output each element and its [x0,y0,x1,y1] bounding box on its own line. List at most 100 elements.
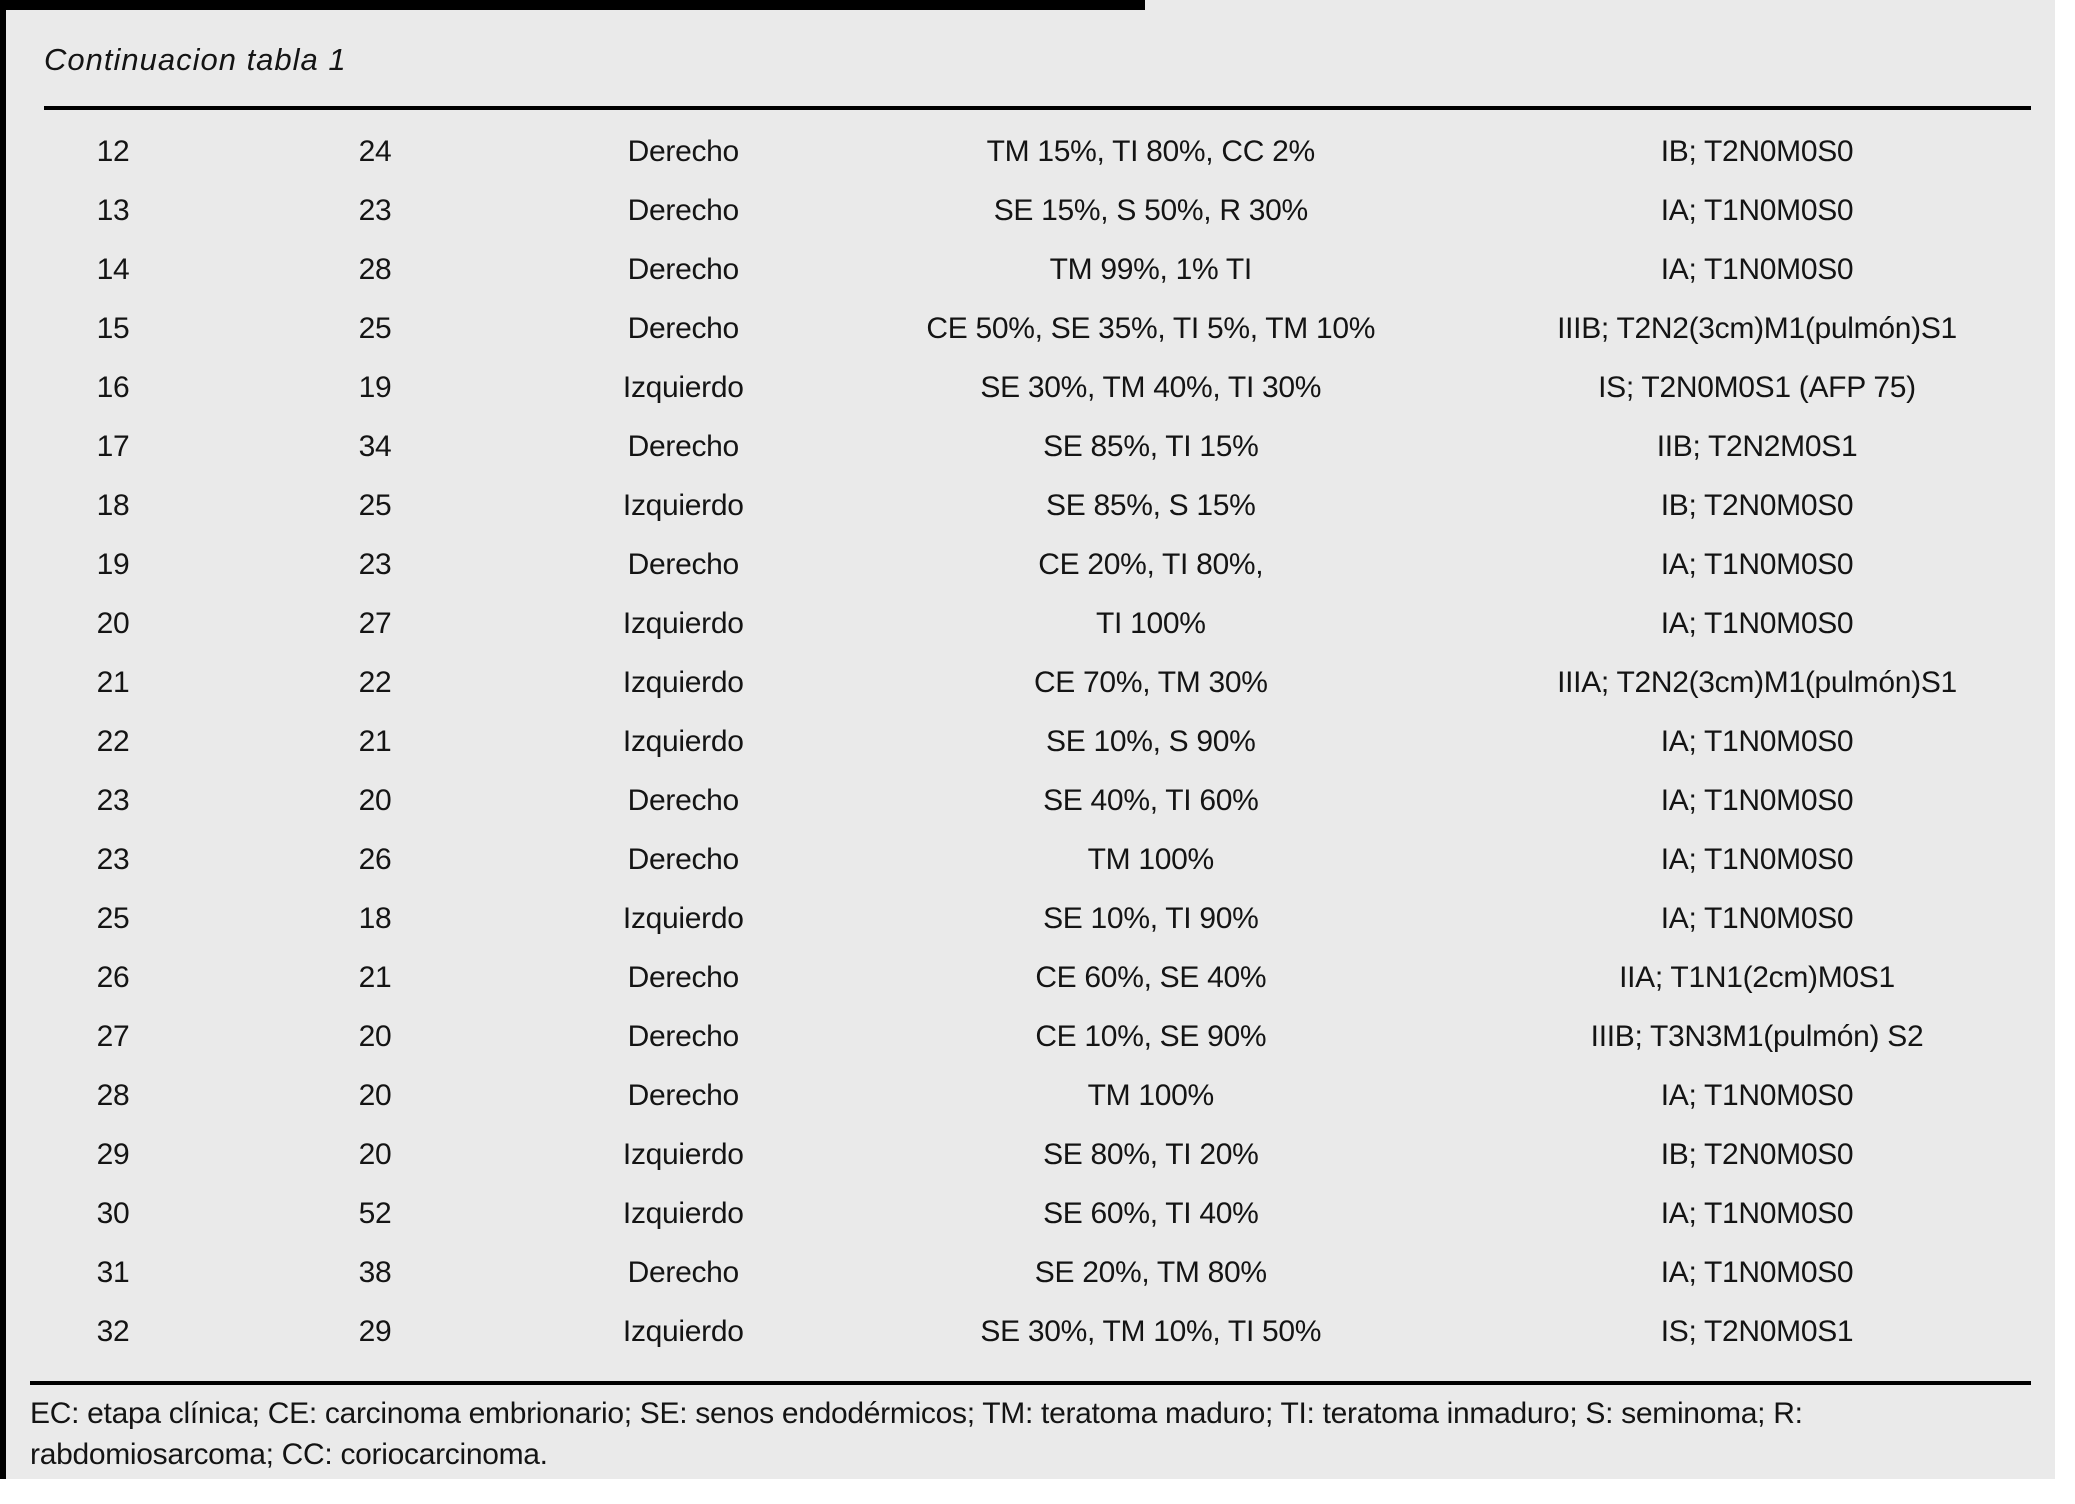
cell-clinical-stage: IA; T1N0M0S0 [1660,901,1854,935]
scan-artifact-left-bar [0,0,6,1479]
cell-case-number: 31 [96,1255,130,1289]
table-row: 16 19 Izquierdo SE 30%, TM 40%, TI 30% IS; T… [0,358,2055,417]
cell-side: Derecho [627,1019,740,1053]
cell-histology: SE 80%, TI 20% [1043,1137,1259,1171]
cell-age: 25 [358,311,392,345]
cell-age: 22 [358,665,392,699]
cell-clinical-stage: IB; T2N0M0S0 [1660,488,1854,522]
cell-case-number: 14 [96,252,130,286]
cell-case-number: 26 [96,960,130,994]
cell-age: 27 [358,606,392,640]
cell-clinical-stage: IIIA; T2N2(3cm)M1(pulmón)S1 [1557,665,1957,699]
cell-histology: SE 85%, S 15% [1046,488,1256,522]
cell-case-number: 28 [96,1078,130,1112]
cell-histology: TM 100% [1087,1078,1215,1112]
cell-clinical-stage: IB; T2N0M0S0 [1660,134,1854,168]
cell-clinical-stage: IA; T1N0M0S0 [1660,547,1854,581]
scanned-page: Continuacion tabla 1 12 24 Derecho TM 15%, … [0,0,2055,1479]
table-row: 17 34 Derecho SE 85%, TI 15% IIB; T2N2M0S1 [0,417,2055,476]
cell-histology: SE 60%, TI 40% [1043,1196,1259,1230]
cell-histology: SE 15%, S 50%, R 30% [993,193,1308,227]
cell-age: 21 [358,724,392,758]
cell-histology: CE 50%, SE 35%, TI 5%, TM 10% [926,311,1376,345]
cell-age: 20 [358,1019,392,1053]
cell-case-number: 16 [96,370,130,404]
cell-side: Derecho [627,1078,740,1112]
cell-side: Izquierdo [622,1196,744,1230]
cell-age: 23 [358,193,392,227]
cell-side: Izquierdo [622,1137,744,1171]
cell-case-number: 13 [96,193,130,227]
table-row: 21 22 Izquierdo CE 70%, TM 30% IIIA; T2N2(3c… [0,653,2055,712]
cell-histology: SE 30%, TM 10%, TI 50% [980,1314,1322,1348]
table-row: 14 28 Derecho TM 99%, 1% TI IA; T1N0M0S0 [0,240,2055,299]
cell-histology: SE 10%, S 90% [1046,724,1256,758]
table-row: 20 27 Izquierdo TI 100% IA; T1N0M0S0 [0,594,2055,653]
cell-case-number: 18 [96,488,130,522]
cell-side: Derecho [627,193,740,227]
cell-clinical-stage: IA; T1N0M0S0 [1660,783,1854,817]
cell-histology: TI 100% [1095,606,1206,640]
cell-case-number: 23 [96,783,130,817]
cell-histology: SE 30%, TM 40%, TI 30% [980,370,1322,404]
cell-histology: TM 99%, 1% TI [1049,252,1253,286]
table-row: 18 25 Izquierdo SE 85%, S 15% IB; T2N0M0S0 [0,476,2055,535]
cell-histology: CE 70%, TM 30% [1033,665,1268,699]
cell-clinical-stage: IS; T2N0M0S1 [1660,1314,1854,1348]
cell-histology: TM 15%, TI 80%, CC 2% [986,134,1316,168]
cell-case-number: 32 [96,1314,130,1348]
cell-age: 18 [358,901,392,935]
cell-age: 52 [358,1196,392,1230]
cell-case-number: 19 [96,547,130,581]
cell-clinical-stage: IA; T1N0M0S0 [1660,252,1854,286]
cell-age: 29 [358,1314,392,1348]
cell-case-number: 20 [96,606,130,640]
table-row: 13 23 Derecho SE 15%, S 50%, R 30% IA; T1N0M… [0,181,2055,240]
cell-side: Derecho [627,547,740,581]
cell-case-number: 12 [96,134,130,168]
cell-side: Derecho [627,842,740,876]
cell-case-number: 29 [96,1137,130,1171]
table-row: 15 25 Derecho CE 50%, SE 35%, TI 5%, TM 10%… [0,299,2055,358]
cell-side: Izquierdo [622,488,744,522]
cell-clinical-stage: IIB; T2N2M0S1 [1656,429,1858,463]
cell-side: Derecho [627,1255,740,1289]
cell-age: 26 [358,842,392,876]
cell-side: Izquierdo [622,1314,744,1348]
cell-age: 20 [358,783,392,817]
table-row: 22 21 Izquierdo SE 10%, S 90% IA; T1N0M0S0 [0,712,2055,771]
cell-case-number: 22 [96,724,130,758]
table-row: 23 26 Derecho TM 100% IA; T1N0M0S0 [0,830,2055,889]
table-row: 26 21 Derecho CE 60%, SE 40% IIA; T1N1(2cm)M… [0,948,2055,1007]
cell-case-number: 21 [96,665,130,699]
table-continuation-title: Continuacion tabla 1 [44,42,347,77]
cell-side: Derecho [627,960,740,994]
cell-clinical-stage: IIA; T1N1(2cm)M0S1 [1619,960,1895,994]
table-row: 31 38 Derecho SE 20%, TM 80% IA; T1N0M0S0 [0,1243,2055,1302]
cell-side: Izquierdo [622,665,744,699]
cell-case-number: 17 [96,429,130,463]
cell-histology: TM 100% [1087,842,1215,876]
cell-side: Derecho [627,783,740,817]
table-row: 32 29 Izquierdo SE 30%, TM 10%, TI 50% IS; T… [0,1302,2055,1361]
cell-age: 21 [358,960,392,994]
cell-histology: SE 10%, TI 90% [1043,901,1259,935]
table-row: 27 20 Derecho CE 10%, SE 90% IIIB; T3N3M1(pu… [0,1007,2055,1066]
abbreviations-footnote: EC: etapa clínica; CE: carcinoma embrion… [30,1397,1803,1471]
cell-side: Izquierdo [622,901,744,935]
patients-table-body: 12 24 Derecho TM 15%, TI 80%, CC 2% IB; T2N0… [0,122,2055,1361]
table-row: 23 20 Derecho SE 40%, TI 60% IA; T1N0M0S0 [0,771,2055,830]
cell-case-number: 30 [96,1196,130,1230]
cell-side: Izquierdo [622,724,744,758]
cell-side: Derecho [627,134,740,168]
cell-histology: CE 10%, SE 90% [1035,1019,1267,1053]
cell-clinical-stage: IA; T1N0M0S0 [1660,606,1854,640]
top-rule [44,106,2031,110]
cell-clinical-stage: IIIB; T2N2(3cm)M1(pulmón)S1 [1557,311,1957,345]
table-row: 28 20 Derecho TM 100% IA; T1N0M0S0 [0,1066,2055,1125]
cell-side: Derecho [627,429,740,463]
cell-side: Izquierdo [622,370,744,404]
cell-clinical-stage: IB; T2N0M0S0 [1660,1137,1854,1171]
cell-age: 34 [358,429,392,463]
cell-clinical-stage: IS; T2N0M0S1 (AFP 75) [1598,370,1916,404]
